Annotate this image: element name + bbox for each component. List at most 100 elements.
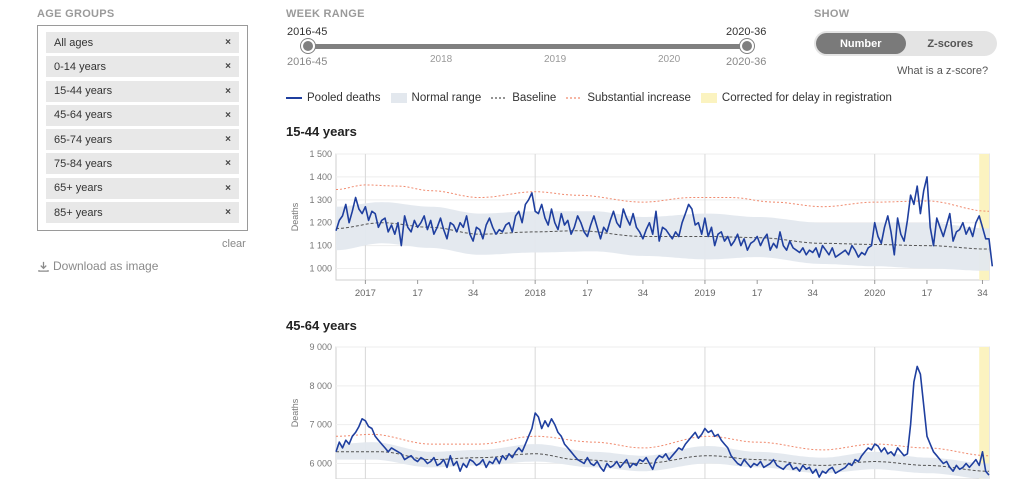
download-image-button[interactable]: Download as image bbox=[38, 259, 158, 273]
y-tick-label: 1 000 bbox=[309, 264, 332, 274]
range-start-handle[interactable] bbox=[301, 39, 315, 53]
y-axis-label: Deaths bbox=[290, 202, 300, 231]
legend-corrected-label: Corrected for delay in registration bbox=[721, 92, 892, 104]
week-range-track[interactable] bbox=[308, 44, 747, 49]
baseline-line bbox=[335, 222, 990, 250]
age-group-label: 15-44 years bbox=[54, 85, 113, 98]
age-group-chip[interactable]: 15-44 years × bbox=[46, 80, 239, 102]
legend-normal: Normal range bbox=[390, 92, 482, 104]
substantial-increase-line bbox=[335, 184, 990, 212]
baseline-line bbox=[336, 451, 989, 472]
legend-corrected: Corrected for delay in registration bbox=[700, 92, 892, 104]
y-tick-label: 1 200 bbox=[309, 218, 332, 228]
age-group-chip[interactable]: All ages × bbox=[46, 32, 239, 53]
age-group-label: 65-74 years bbox=[54, 133, 113, 146]
remove-icon[interactable]: × bbox=[225, 182, 231, 194]
remove-icon[interactable]: × bbox=[225, 134, 231, 146]
x-tick-label: 17 bbox=[582, 288, 593, 299]
x-tick-label: 17 bbox=[412, 288, 423, 299]
x-tick-label: 17 bbox=[922, 288, 933, 299]
show-label: SHOW bbox=[814, 8, 850, 20]
substantial-increase-line bbox=[336, 433, 989, 457]
y-tick-label: 1 500 bbox=[309, 149, 332, 159]
y-tick-label: 7 000 bbox=[309, 420, 332, 430]
legend-substantial: Substantial increase bbox=[566, 92, 691, 104]
age-group-label: 65+ years bbox=[54, 182, 103, 195]
legend-substantial-swatch bbox=[566, 97, 583, 99]
slider-year-2018: 2018 bbox=[430, 54, 453, 65]
y-axis-label: Deaths bbox=[290, 398, 300, 427]
pooled-deaths-line bbox=[335, 176, 994, 267]
age-group-chip[interactable]: 85+ years × bbox=[46, 202, 239, 224]
x-tick-label: 34 bbox=[977, 288, 988, 299]
legend-pooled: Pooled deaths bbox=[286, 92, 381, 104]
age-group-label: All ages bbox=[54, 36, 94, 49]
y-tick-label: 9 000 bbox=[309, 342, 332, 352]
range-end-handle[interactable] bbox=[740, 39, 754, 53]
age-group-chip[interactable]: 0-14 years × bbox=[46, 56, 239, 78]
week-range-label: WEEK RANGE bbox=[286, 8, 365, 20]
age-groups-label: AGE GROUPS bbox=[37, 8, 115, 20]
age-group-chip[interactable]: 65-74 years × bbox=[46, 129, 239, 151]
chart-15-44-years: 1 000 1 100 1 200 1 300 1 400 1 500 2017 17 34 20… bbox=[290, 149, 994, 299]
legend-baseline-label: Baseline bbox=[512, 92, 557, 104]
clear-link[interactable]: clear bbox=[222, 238, 246, 250]
remove-icon[interactable]: × bbox=[225, 61, 231, 73]
corrected-band bbox=[979, 347, 989, 479]
slider-year-2019: 2019 bbox=[544, 54, 567, 65]
legend-baseline-swatch bbox=[491, 97, 508, 99]
legend-pooled-label: Pooled deaths bbox=[307, 92, 381, 104]
normal-range-band bbox=[336, 202, 989, 271]
x-tick-label: 2017 bbox=[355, 288, 376, 299]
range-start-sub: 2016-45 bbox=[287, 56, 328, 68]
zscore-help-link[interactable]: What is a z-score? bbox=[897, 65, 989, 77]
download-label: Download as image bbox=[53, 259, 159, 273]
legend-normal-swatch bbox=[390, 93, 407, 103]
x-tick-label: 2020 bbox=[864, 288, 885, 299]
age-group-label: 85+ years bbox=[54, 206, 103, 219]
legend-pooled-swatch bbox=[286, 97, 302, 99]
slider-year-2020: 2020 bbox=[658, 54, 681, 65]
toggle-number[interactable]: Number bbox=[816, 33, 906, 54]
x-tick-label: 34 bbox=[638, 288, 649, 299]
y-tick-label: 6 000 bbox=[309, 458, 332, 468]
age-group-chip[interactable]: 45-64 years × bbox=[46, 104, 239, 126]
x-tick-label: 17 bbox=[752, 288, 763, 299]
age-group-label: 75-84 years bbox=[54, 157, 113, 170]
remove-icon[interactable]: × bbox=[225, 85, 231, 97]
chart-legend: Pooled deaths Normal range Baseline Subs… bbox=[286, 92, 902, 104]
y-tick-label: 1 300 bbox=[309, 195, 332, 205]
toggle-zscores[interactable]: Z-scores bbox=[927, 37, 974, 50]
pooled-deaths-line bbox=[335, 365, 990, 478]
legend-corrected-swatch bbox=[700, 93, 717, 103]
age-group-chip[interactable]: 65+ years × bbox=[46, 177, 239, 199]
chart-45-64-years: 6 000 7 000 8 000 9 000 Deaths bbox=[290, 342, 990, 479]
range-start-label: 2016-45 bbox=[287, 26, 328, 38]
age-groups-panel: All ages × 0-14 years × 15-44 years × 45-64 ye… bbox=[37, 25, 248, 231]
remove-icon[interactable]: × bbox=[225, 158, 231, 170]
age-group-chip[interactable]: 75-84 years × bbox=[46, 153, 239, 175]
remove-icon[interactable]: × bbox=[225, 37, 231, 48]
x-tick-label: 2018 bbox=[525, 288, 546, 299]
remove-icon[interactable]: × bbox=[225, 109, 231, 121]
remove-icon[interactable]: × bbox=[225, 207, 231, 219]
x-tick-label: 34 bbox=[468, 288, 479, 299]
chart-title-45-64: 45-64 years bbox=[286, 318, 357, 333]
chart-title-15-44: 15-44 years bbox=[286, 124, 357, 139]
normal-range-band bbox=[336, 442, 989, 479]
y-tick-label: 1 100 bbox=[309, 241, 332, 251]
download-icon bbox=[38, 261, 49, 272]
y-tick-label: 8 000 bbox=[309, 381, 332, 391]
legend-baseline: Baseline bbox=[491, 92, 556, 104]
show-toggle: Number Z-scores bbox=[814, 31, 997, 56]
legend-normal-label: Normal range bbox=[411, 92, 482, 104]
legend-substantial-label: Substantial increase bbox=[587, 92, 691, 104]
age-group-label: 45-64 years bbox=[54, 109, 113, 122]
corrected-band bbox=[979, 154, 989, 280]
x-tick-label: 34 bbox=[807, 288, 818, 299]
age-group-label: 0-14 years bbox=[54, 60, 106, 73]
range-end-sub: 2020-36 bbox=[726, 56, 767, 68]
y-tick-label: 1 400 bbox=[309, 172, 332, 182]
x-tick-label: 2019 bbox=[694, 288, 715, 299]
range-end-label: 2020-36 bbox=[726, 26, 767, 38]
